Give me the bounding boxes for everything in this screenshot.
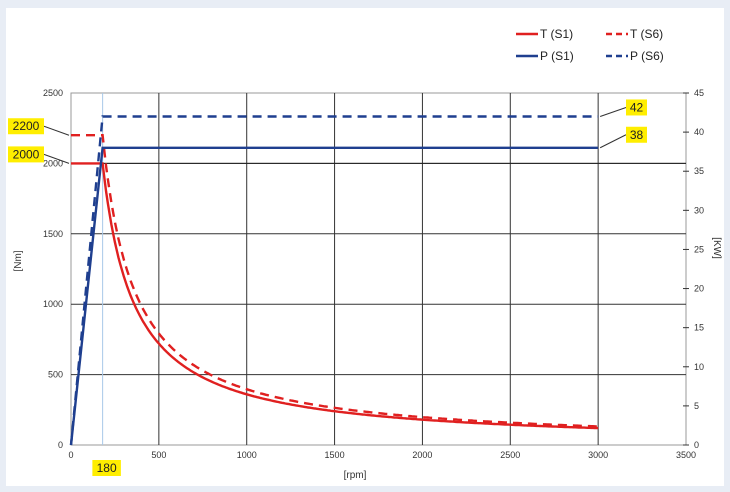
callout-box-38 (626, 126, 647, 143)
callout-label-2000: 2000 (13, 147, 40, 161)
x-tick-label: 2500 (500, 450, 520, 460)
x-tick-label: 1000 (237, 450, 257, 460)
y-right-tick-label: 45 (694, 88, 704, 98)
y-left-tick-label: 2500 (43, 88, 63, 98)
callout-box-2000 (8, 146, 44, 163)
callout-leader-38 (599, 134, 627, 149)
callout-label-180: 180 (97, 461, 117, 475)
y-left-tick-label: 500 (48, 370, 63, 380)
y-right-tick-label: 30 (694, 205, 704, 215)
y-axis-right-title: [KW] (711, 237, 722, 259)
torque-power-chart: 0 500 1000 1500 2000 2500 3000 3500050010001500… (8, 27, 722, 481)
y-left-tick-label: 2000 (43, 158, 63, 168)
callout-label-38: 38 (630, 128, 644, 142)
y-right-tick-label: 35 (694, 166, 704, 176)
x-axis-title: [rpm] (344, 470, 367, 481)
callout-leader-42 (599, 106, 627, 117)
callout-label-42: 42 (630, 100, 644, 114)
legend-entry-label: P (S1) (540, 49, 574, 63)
chart-panel: 0 500 1000 1500 2000 2500 3000 3500 0 500 1000 1500… (6, 8, 724, 486)
y-left-tick-label: 1500 (43, 229, 63, 239)
x-tick-label: 3500 (676, 450, 696, 460)
y-right-tick-label: 40 (694, 127, 704, 137)
series-line-t-s1 (71, 162, 599, 430)
y-left-tick-label: 1000 (43, 299, 63, 309)
x-tick-label: 1500 (325, 450, 345, 460)
callout-box-42 (626, 99, 647, 116)
series-layer (69, 115, 599, 446)
axes-layer: 0 500 1000 1500 2000 2500 3000 3500050010001500… (43, 88, 704, 460)
callout-box-2200 (8, 118, 44, 135)
legend-entry-label: P (S6) (630, 49, 664, 63)
plot-area-border (70, 92, 687, 446)
callout-leader-2000 (43, 153, 70, 164)
x-tick-label: 0 (68, 450, 73, 460)
y-left-tick-label: 0 (58, 440, 63, 450)
y-right-tick-label: 5 (694, 401, 699, 411)
callout-box-180 (92, 460, 121, 476)
legend-layer: T (S1) T (S6) P (S1) P (S6) (516, 27, 664, 63)
y-right-tick-label: 15 (694, 323, 704, 333)
y-right-tick-label: 25 (694, 244, 704, 254)
legend-entry-label: T (S1) (540, 27, 573, 41)
series-line-p-s6 (69, 115, 599, 446)
series-line-p-s1 (69, 146, 599, 446)
series-line-t-s6 (71, 134, 599, 428)
grid-layer (70, 92, 687, 446)
y-right-tick-label: 20 (694, 284, 704, 294)
legend-entry-label: T (S6) (630, 27, 663, 41)
x-tick-label: 500 (151, 450, 166, 460)
callout-layer: 2200 2000 42 38 180 (8, 99, 647, 476)
x-tick-label: 2000 (412, 450, 432, 460)
callout-label-2200: 2200 (13, 119, 40, 133)
callout-leader-2200 (43, 125, 70, 136)
y-right-tick-label: 10 (694, 362, 704, 372)
y-axis-left-title: [Nm] (13, 250, 24, 271)
x-tick-label: 3000 (588, 450, 608, 460)
y-right-tick-label: 0 (694, 440, 699, 450)
